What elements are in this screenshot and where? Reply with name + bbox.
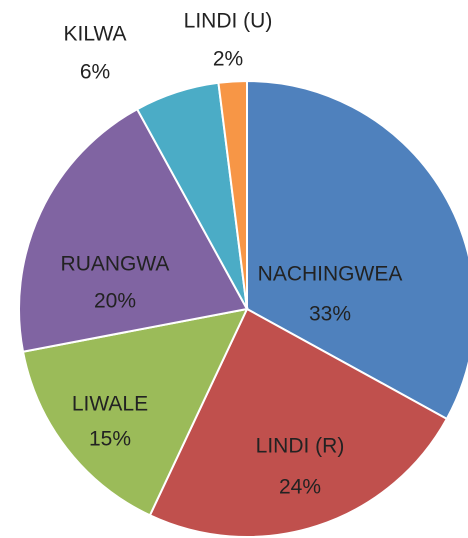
pie-slice [148, 307, 449, 538]
pie-slice [246, 79, 468, 421]
pie-slice [18, 107, 249, 353]
slice-value-label: 24% [279, 476, 321, 499]
slice-value-label: 2% [213, 48, 243, 71]
slice-label: LINDI (R) [256, 435, 345, 458]
slice-value-label: 6% [80, 61, 110, 84]
slice-label: KILWA [63, 23, 126, 46]
pie-slice [217, 79, 248, 310]
slice-value-label: 20% [94, 290, 136, 313]
slice-label: LINDI (U) [184, 10, 273, 33]
slice-value-label: 15% [89, 428, 131, 451]
slice-label: NACHINGWEA [258, 263, 403, 286]
pie-slice [21, 307, 249, 517]
slice-label: LIWALE [72, 393, 148, 416]
slice-value-label: 33% [309, 303, 351, 326]
slice-label: RUANGWA [61, 253, 170, 276]
